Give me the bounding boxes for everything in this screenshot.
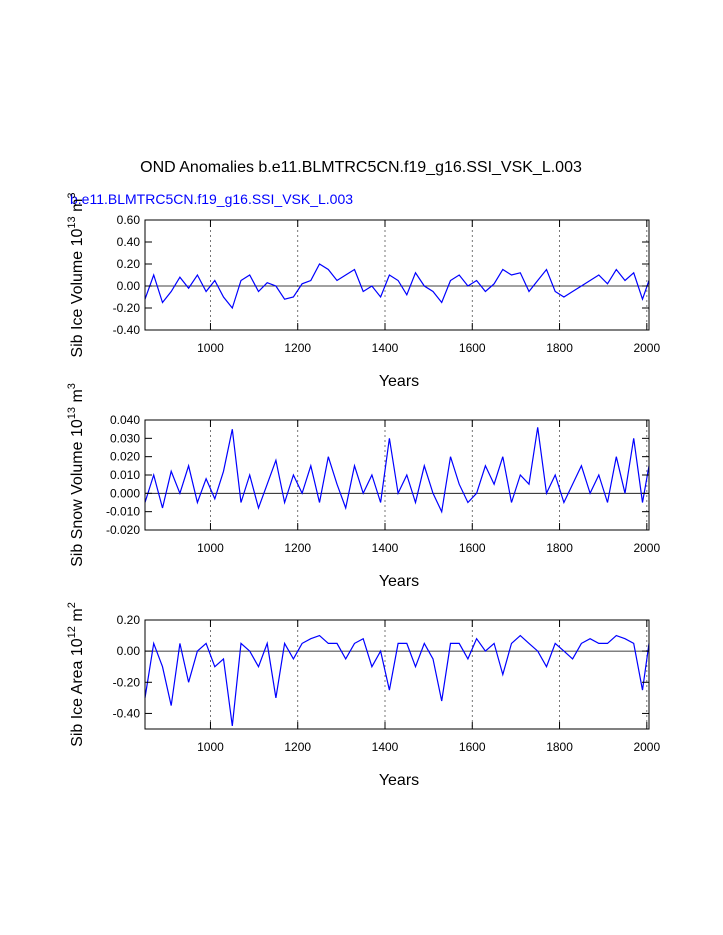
x-axis-label: Years [379,573,419,590]
y-tick-label: 0.00 [117,644,141,658]
panel-3: -0.40 -0.20 0.00 0.20 1000 1200 1400 1600 1800 20… [66,602,660,789]
series-line [144,427,650,514]
x-tick-label: 1600 [459,341,486,355]
x-tick-label: 2000 [633,740,660,754]
series-line [144,263,650,310]
chart-subtitle: b.e11.BLMTRC5CN.f19_g16.SSI_VSK_L.003 [70,191,353,207]
plot-frame [144,619,650,730]
x-axis-label: Years [379,373,419,390]
x-tick-label: 1600 [459,541,486,555]
x-tick-label: 1400 [372,541,399,555]
y-tick-label: -0.020 [106,523,140,537]
x-tick-label: 1800 [546,740,573,754]
x-tick-label: 1200 [284,740,311,754]
x-tick-label: 1600 [459,740,486,754]
x-tick-label: 2000 [633,341,660,355]
y-tick-label: 0.000 [110,486,140,500]
y-tick-label: 0.020 [110,450,140,464]
y-tick-label: -0.40 [113,706,141,720]
plot-frame [144,419,650,531]
y-axis-label: Sib Ice Area 1012 m2 [66,602,86,747]
y-tick-label: 0.030 [110,431,140,445]
x-tick-label: 2000 [633,541,660,555]
y-tick-label: 0.00 [117,279,141,293]
chart-title: OND Anomalies b.e11.BLMTRC5CN.f19_g16.SS… [140,159,582,176]
x-tick-label: 1200 [284,341,311,355]
y-tick-label: -0.40 [113,323,141,337]
y-tick-label: -0.010 [106,505,140,519]
series-line [144,634,650,726]
x-tick-label: 1000 [197,341,224,355]
x-tick-label: 1400 [372,740,399,754]
y-tick-label: -0.20 [113,301,141,315]
panels: -0.40 -0.20 0.00 0.20 0.40 0.60 1000 1200 1400 16… [66,192,660,789]
y-tick-label: 0.60 [117,213,141,227]
y-axis-label: Sib Snow Volume 1013 m3 [66,383,86,567]
x-tick-label: 1000 [197,740,224,754]
x-tick-label: 1200 [284,541,311,555]
y-tick-label: 0.20 [117,613,141,627]
y-tick-label: 0.040 [110,413,140,427]
x-tick-label: 1400 [372,341,399,355]
x-tick-label: 1800 [546,541,573,555]
plot-frame [144,219,650,331]
y-tick-label: -0.20 [113,675,141,689]
panel-2: -0.020 -0.010 0.000 0.010 0.020 0.030 0.040 100… [66,383,660,590]
x-tick-label: 1800 [546,341,573,355]
y-tick-label: 0.010 [110,468,140,482]
x-axis-label: Years [379,772,419,789]
y-axis-label: Sib Ice Volume 1013 m3 [66,192,86,357]
x-tick-label: 1000 [197,541,224,555]
panel-1: -0.40 -0.20 0.00 0.20 0.40 0.60 1000 1200 1400 16… [66,192,660,390]
y-tick-label: 0.20 [117,257,141,271]
y-tick-label: 0.40 [117,235,141,249]
